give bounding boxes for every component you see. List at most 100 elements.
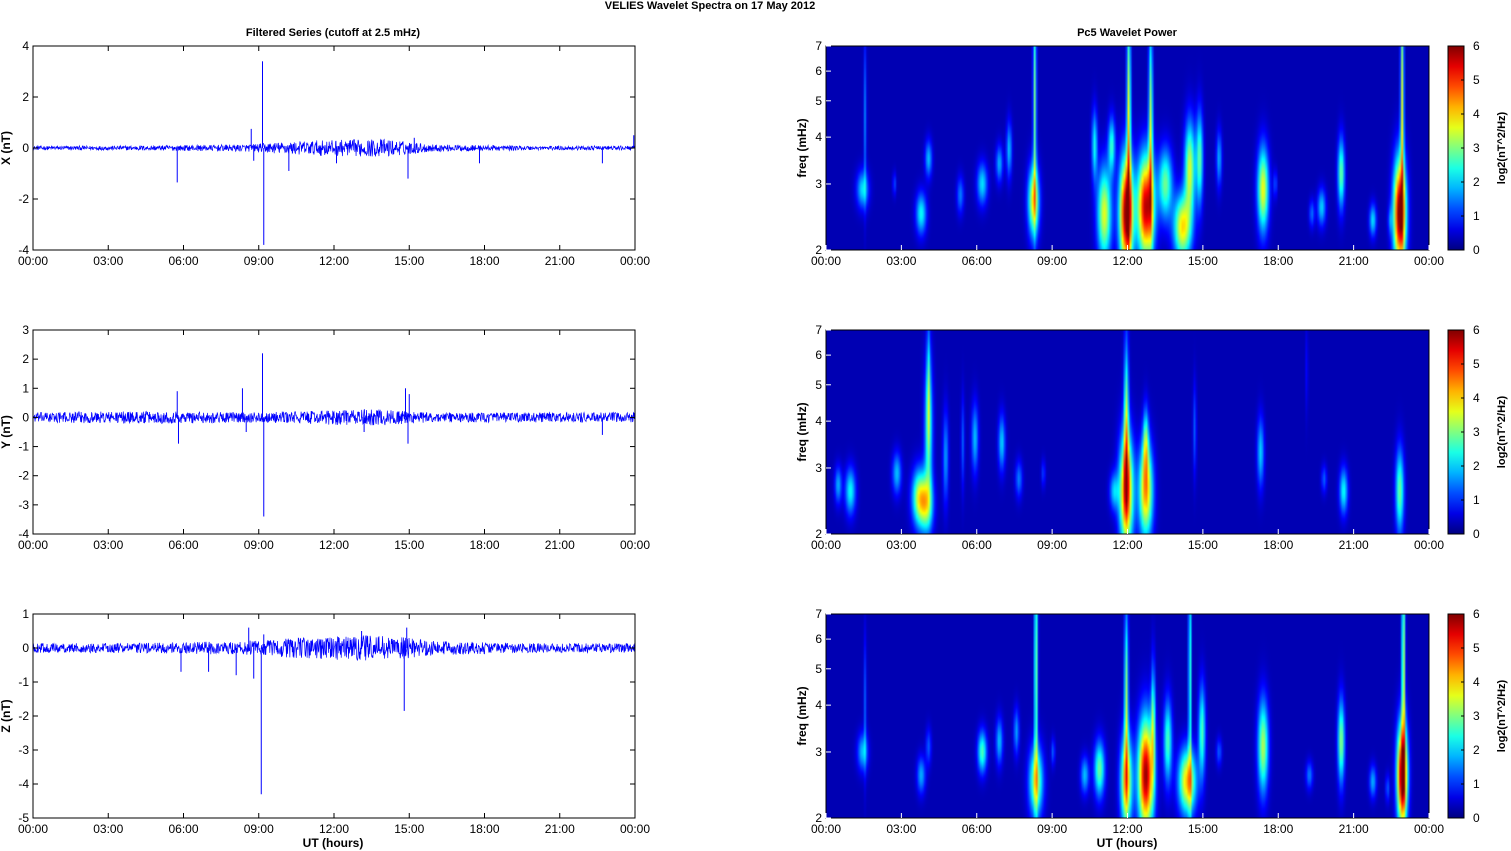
x-tick-label: 18:00 (1263, 254, 1293, 268)
x-tick-label: 00:00 (811, 538, 841, 552)
x-tick-label: 00:00 (1414, 822, 1444, 836)
colorbar-tick-label: 3 (1473, 425, 1480, 439)
y-axis-label: X (nT) (0, 131, 13, 165)
x-tick-label: 00:00 (1414, 254, 1444, 268)
x-tick-label: 00:00 (18, 822, 48, 836)
x-tick-label: 15:00 (1188, 254, 1218, 268)
colorbar-tick-label: 0 (1473, 527, 1480, 541)
y-tick-label: 3 (22, 323, 29, 337)
y-axis-label: Y (nT) (0, 415, 13, 449)
y-tick-label: 2 (815, 243, 822, 257)
colorbar-tick-label: 5 (1473, 73, 1480, 87)
y-tick-label: -2 (18, 709, 29, 723)
y-tick-label: -4 (18, 777, 29, 791)
right-xlabel: UT (hours) (1097, 836, 1158, 850)
y-tick-label: 6 (815, 348, 822, 362)
x-tick-label: 03:00 (886, 254, 916, 268)
wavelet-panel-3: 00:00 03:00 06:00 09:00 12:00 15:00 18:00 21:00… (795, 607, 1508, 836)
y-axis-label: freq (mHz) (795, 686, 809, 745)
y-tick-label: 2 (815, 811, 822, 825)
y-tick-label: 0 (22, 641, 29, 655)
x-tick-label: 03:00 (93, 254, 123, 268)
x-tick-label: 06:00 (168, 538, 198, 552)
right-column-title: Pc5 Wavelet Power (1077, 27, 1178, 39)
y-tick-label: 4 (22, 39, 29, 53)
x-tick-label: 06:00 (168, 822, 198, 836)
x-tick-label: 06:00 (962, 254, 992, 268)
x-tick-label: 12:00 (319, 254, 349, 268)
signal-trace (32, 409, 636, 426)
y-tick-label: 2 (22, 90, 29, 104)
x-tick-label: 12:00 (319, 822, 349, 836)
colorbar-label: log2(nT^2/Hz) (1496, 679, 1508, 752)
x-tick-label: 00:00 (1414, 538, 1444, 552)
colorbar: 0 1 2 3 4 5 6 log2(nT^2/Hz) (1447, 323, 1508, 541)
x-tick-label: 21:00 (1339, 538, 1369, 552)
colorbar-tick-label: 0 (1473, 243, 1480, 257)
x-tick-label: 09:00 (1037, 822, 1067, 836)
y-tick-label: 7 (815, 323, 822, 337)
x-tick-label: 09:00 (244, 538, 274, 552)
colorbar-tick-label: 1 (1473, 777, 1480, 791)
y-tick-label: 3 (815, 745, 822, 759)
wavelet-power-image (826, 46, 1429, 250)
y-tick-label: 6 (815, 632, 822, 646)
colorbar-tick-label: 5 (1473, 641, 1480, 655)
y-tick-label: 2 (815, 527, 822, 541)
colorbar-label: log2(nT^2/Hz) (1496, 395, 1508, 468)
y-tick-label: 6 (815, 64, 822, 78)
signal-trace (32, 138, 636, 157)
x-tick-label: 21:00 (545, 538, 575, 552)
left-xlabel: UT (hours) (303, 836, 364, 850)
y-tick-label: 4 (815, 698, 822, 712)
x-tick-label: 09:00 (244, 254, 274, 268)
x-tick-label: 12:00 (1112, 538, 1142, 552)
y-tick-label: 3 (815, 177, 822, 191)
y-tick-label: -2 (18, 469, 29, 483)
colorbar-tick-label: 1 (1473, 209, 1480, 223)
y-tick-label: -4 (18, 243, 29, 257)
x-tick-label: 12:00 (1112, 822, 1142, 836)
y-tick-label: 7 (815, 39, 822, 53)
series-panel-3: 00:00 03:00 06:00 09:00 12:00 15:00 18:00 21:00… (0, 607, 650, 836)
colorbar-tick-label: 4 (1473, 391, 1480, 405)
x-tick-label: 00:00 (18, 254, 48, 268)
x-tick-label: 03:00 (93, 822, 123, 836)
figure-title: VELIES Wavelet Spectra on 17 May 2012 (605, 0, 816, 12)
x-tick-label: 18:00 (469, 538, 499, 552)
x-tick-label: 21:00 (545, 254, 575, 268)
x-tick-label: 18:00 (469, 254, 499, 268)
x-tick-label: 21:00 (1339, 254, 1369, 268)
colorbar-tick-label: 2 (1473, 175, 1480, 189)
x-tick-label: 00:00 (620, 822, 650, 836)
colorbar-tick-label: 3 (1473, 709, 1480, 723)
x-tick-label: 12:00 (319, 538, 349, 552)
plot-area (33, 330, 635, 534)
y-tick-label: -3 (18, 743, 29, 757)
series-panel-2: 00:00 03:00 06:00 09:00 12:00 15:00 18:00 21:00… (0, 323, 650, 552)
y-axis-label: freq (mHz) (795, 118, 809, 177)
x-tick-label: 03:00 (886, 538, 916, 552)
x-tick-label: 15:00 (394, 538, 424, 552)
left-column-title: Filtered Series (cutoff at 2.5 mHz) (246, 27, 421, 39)
series-panel-1: 00:00 03:00 06:00 09:00 12:00 15:00 18:00 21:00… (0, 39, 650, 268)
x-tick-label: 18:00 (1263, 822, 1293, 836)
x-tick-label: 15:00 (1188, 822, 1218, 836)
wavelet-power-image (826, 330, 1429, 534)
wavelet-panel-1: 00:00 03:00 06:00 09:00 12:00 15:00 18:00 21:00… (795, 39, 1508, 268)
y-tick-label: 4 (815, 130, 822, 144)
x-tick-label: 15:00 (394, 822, 424, 836)
y-tick-label: -2 (18, 192, 29, 206)
colorbar-tick-label: 3 (1473, 141, 1480, 155)
y-tick-label: 5 (815, 662, 822, 676)
y-tick-label: -3 (18, 498, 29, 512)
x-tick-label: 06:00 (962, 822, 992, 836)
x-tick-label: 21:00 (545, 822, 575, 836)
y-tick-label: 5 (815, 378, 822, 392)
x-tick-label: 09:00 (244, 822, 274, 836)
y-axis-label: Z (nT) (0, 699, 13, 732)
y-tick-label: -1 (18, 675, 29, 689)
x-tick-label: 12:00 (1112, 254, 1142, 268)
colorbar-tick-label: 6 (1473, 607, 1480, 621)
x-tick-label: 03:00 (93, 538, 123, 552)
